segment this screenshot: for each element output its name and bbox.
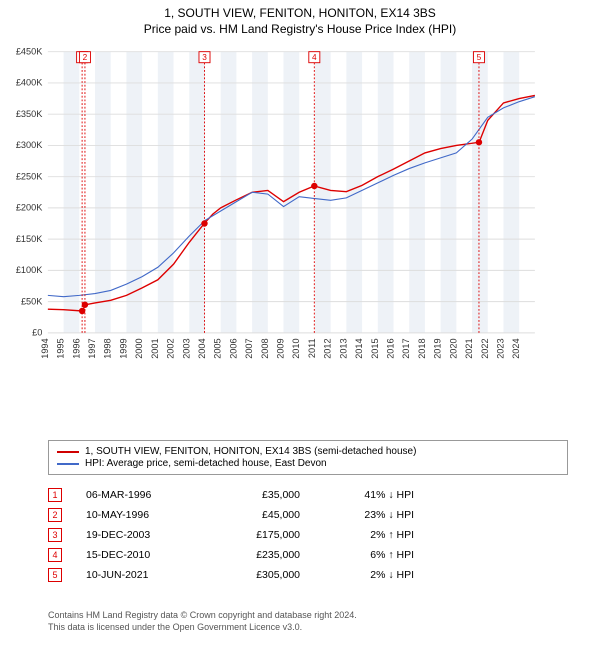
svg-text:5: 5 (477, 53, 482, 62)
legend-label-2: HPI: Average price, semi-detached house,… (85, 458, 327, 469)
svg-text:1998: 1998 (103, 338, 113, 358)
transaction-date: 15-DEC-2010 (86, 549, 196, 561)
page-container: 1, SOUTH VIEW, FENITON, HONITON, EX14 3B… (0, 0, 600, 650)
legend-swatch-blue (57, 463, 79, 465)
svg-text:2017: 2017 (401, 338, 411, 358)
transaction-index-box: 5 (48, 568, 62, 582)
svg-text:2007: 2007 (244, 338, 254, 358)
transaction-delta: 41% ↓ HPI (324, 489, 414, 501)
svg-text:4: 4 (312, 53, 317, 62)
svg-text:£50K: £50K (21, 296, 43, 306)
svg-text:2011: 2011 (307, 338, 317, 358)
legend-row-1: 1, SOUTH VIEW, FENITON, HONITON, EX14 3B… (57, 446, 559, 457)
footer-text: Contains HM Land Registry data © Crown c… (48, 610, 568, 633)
svg-text:2010: 2010 (291, 338, 301, 358)
svg-text:2004: 2004 (197, 338, 207, 358)
svg-text:1996: 1996 (71, 338, 81, 358)
svg-text:3: 3 (202, 53, 207, 62)
svg-text:1999: 1999 (118, 338, 128, 358)
svg-text:1997: 1997 (87, 338, 97, 358)
svg-text:1995: 1995 (56, 338, 66, 358)
svg-text:2000: 2000 (134, 338, 144, 358)
legend-label-1: 1, SOUTH VIEW, FENITON, HONITON, EX14 3B… (85, 446, 416, 457)
transaction-delta: 6% ↑ HPI (324, 549, 414, 561)
legend-row-2: HPI: Average price, semi-detached house,… (57, 458, 559, 469)
transaction-index-box: 3 (48, 528, 62, 542)
svg-text:2020: 2020 (448, 338, 458, 358)
svg-text:2: 2 (83, 53, 88, 62)
svg-text:2014: 2014 (354, 338, 364, 358)
chart-area: £0£50K£100K£150K£200K£250K£300K£350K£400… (48, 48, 578, 418)
transaction-price: £35,000 (220, 489, 300, 501)
transaction-row: 1 06-MAR-1996 £35,000 41% ↓ HPI (48, 488, 568, 502)
svg-text:£400K: £400K (16, 78, 43, 88)
svg-text:2021: 2021 (464, 338, 474, 358)
transaction-row: 2 10-MAY-1996 £45,000 23% ↓ HPI (48, 508, 568, 522)
transaction-date: 10-JUN-2021 (86, 569, 196, 581)
transaction-price: £305,000 (220, 569, 300, 581)
legend-swatch-red (57, 451, 79, 453)
transaction-price: £45,000 (220, 509, 300, 521)
svg-text:2022: 2022 (480, 338, 490, 358)
transaction-delta: 2% ↑ HPI (324, 529, 414, 541)
svg-text:2024: 2024 (511, 338, 521, 358)
transaction-row: 3 19-DEC-2003 £175,000 2% ↑ HPI (48, 528, 568, 542)
transaction-price: £175,000 (220, 529, 300, 541)
chart-svg: £0 £50K £100K £150K £200K £250K £300K £350K £400… (8, 48, 538, 388)
transactions-table: 1 06-MAR-1996 £35,000 41% ↓ HPI 2 10-MAY-1996… (48, 488, 568, 588)
transaction-row: 4 15-DEC-2010 £235,000 6% ↑ HPI (48, 548, 568, 562)
transaction-row: 5 10-JUN-2021 £305,000 2% ↓ HPI (48, 568, 568, 582)
svg-text:2005: 2005 (213, 338, 223, 358)
chart-subtitle: Price paid vs. HM Land Registry's House … (0, 22, 600, 36)
svg-text:2015: 2015 (370, 338, 380, 358)
svg-text:£350K: £350K (16, 109, 43, 119)
svg-text:2023: 2023 (495, 338, 505, 358)
transaction-index-box: 4 (48, 548, 62, 562)
footer-line-2: This data is licensed under the Open Gov… (48, 622, 568, 634)
svg-text:£450K: £450K (16, 48, 43, 56)
footer-line-1: Contains HM Land Registry data © Crown c… (48, 610, 568, 622)
svg-text:2019: 2019 (433, 338, 443, 358)
svg-text:2012: 2012 (323, 338, 333, 358)
chart-title: 1, SOUTH VIEW, FENITON, HONITON, EX14 3B… (0, 0, 600, 20)
svg-text:£200K: £200K (16, 203, 43, 213)
transaction-delta: 23% ↓ HPI (324, 509, 414, 521)
transaction-date: 10-MAY-1996 (86, 509, 196, 521)
transaction-date: 06-MAR-1996 (86, 489, 196, 501)
svg-text:2002: 2002 (166, 338, 176, 358)
svg-text:£100K: £100K (16, 265, 43, 275)
svg-text:2001: 2001 (150, 338, 160, 358)
svg-text:2006: 2006 (228, 338, 238, 358)
transaction-price: £235,000 (220, 549, 300, 561)
svg-text:2009: 2009 (276, 338, 286, 358)
svg-text:2008: 2008 (260, 338, 270, 358)
svg-text:2018: 2018 (417, 338, 427, 358)
svg-text:£300K: £300K (16, 140, 43, 150)
transaction-date: 19-DEC-2003 (86, 529, 196, 541)
transaction-delta: 2% ↓ HPI (324, 569, 414, 581)
svg-text:1994: 1994 (40, 338, 50, 358)
svg-text:£150K: £150K (16, 234, 43, 244)
transaction-index-box: 2 (48, 508, 62, 522)
svg-text:2013: 2013 (338, 338, 348, 358)
svg-text:£250K: £250K (16, 171, 43, 181)
transaction-index-box: 1 (48, 488, 62, 502)
svg-text:2003: 2003 (181, 338, 191, 358)
svg-text:£0: £0 (32, 328, 42, 338)
svg-text:2016: 2016 (385, 338, 395, 358)
legend-box: 1, SOUTH VIEW, FENITON, HONITON, EX14 3B… (48, 440, 568, 475)
